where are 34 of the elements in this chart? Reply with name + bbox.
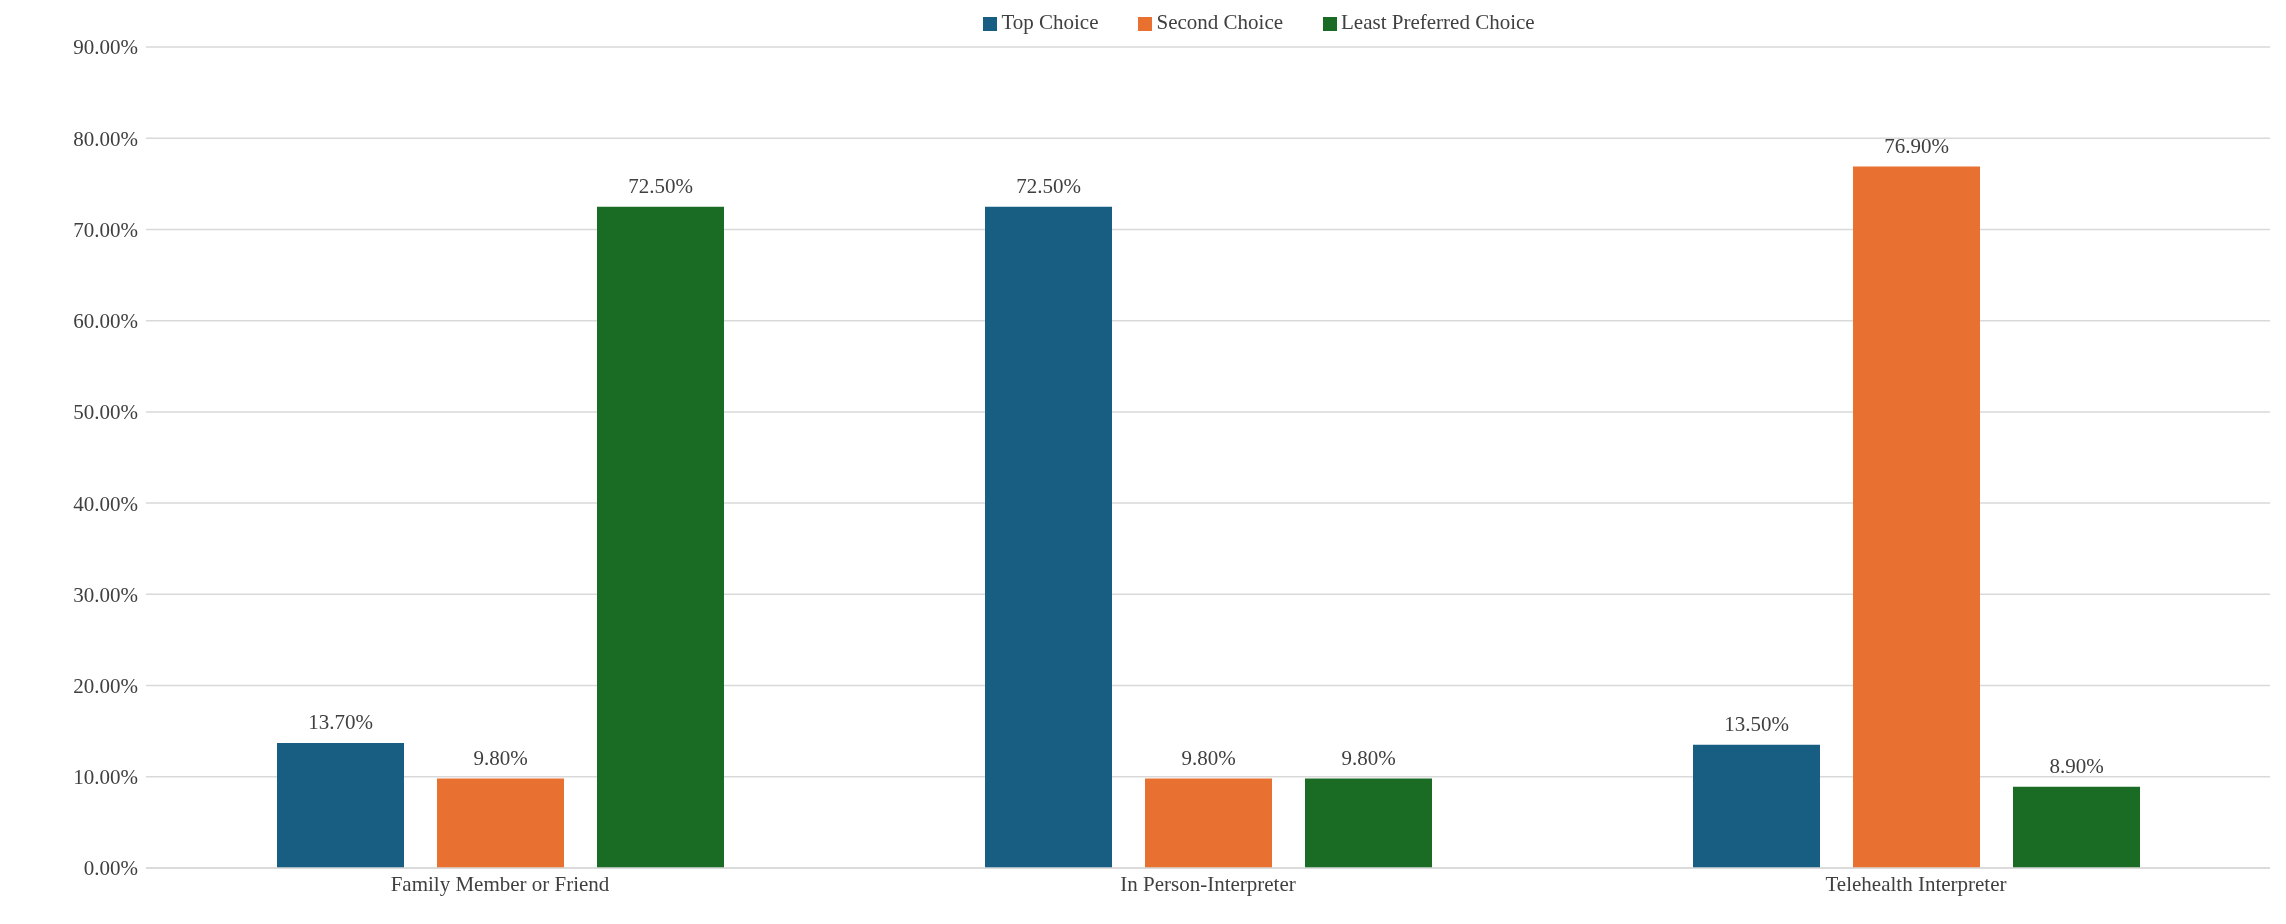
legend-label: Least Preferred Choice (1341, 10, 1535, 34)
bar (437, 778, 564, 868)
data-label: 9.80% (473, 745, 528, 770)
data-label: 13.70% (308, 710, 373, 735)
bar (1853, 166, 1980, 868)
data-label: 13.50% (1724, 711, 1789, 736)
data-label: 72.50% (1016, 173, 1081, 198)
y-tick-label: 80.00% (73, 126, 138, 151)
y-tick-label: 50.00% (73, 400, 138, 425)
data-label: 72.50% (628, 173, 693, 198)
bar (1145, 778, 1272, 868)
x-tick-label: Family Member or Friend (390, 871, 610, 896)
y-tick-label: 70.00% (73, 217, 138, 242)
data-label: 9.80% (1341, 745, 1396, 770)
data-label: 76.90% (1884, 133, 1949, 158)
y-tick-label: 30.00% (73, 582, 138, 607)
y-tick-label: 10.00% (73, 765, 138, 790)
legend-label: Second Choice (1156, 10, 1284, 34)
data-label: 8.90% (2049, 753, 2104, 778)
bar (277, 743, 404, 868)
bar (985, 206, 1112, 868)
y-tick-label: 20.00% (73, 674, 138, 699)
y-tick-label: 90.00% (73, 35, 138, 60)
x-tick-label: In Person-Interpreter (1120, 871, 1296, 896)
data-label: 9.80% (1181, 745, 1236, 770)
y-tick-label: 40.00% (73, 491, 138, 516)
bar (1693, 744, 1820, 868)
bar (597, 206, 724, 868)
x-tick-label: Telehealth Interpreter (1825, 871, 2007, 896)
y-tick-label: 0.00% (83, 856, 138, 881)
bar (1305, 778, 1432, 868)
bar (2013, 786, 2140, 868)
legend-label: Top Choice (1001, 10, 1099, 34)
y-tick-label: 60.00% (73, 309, 138, 334)
